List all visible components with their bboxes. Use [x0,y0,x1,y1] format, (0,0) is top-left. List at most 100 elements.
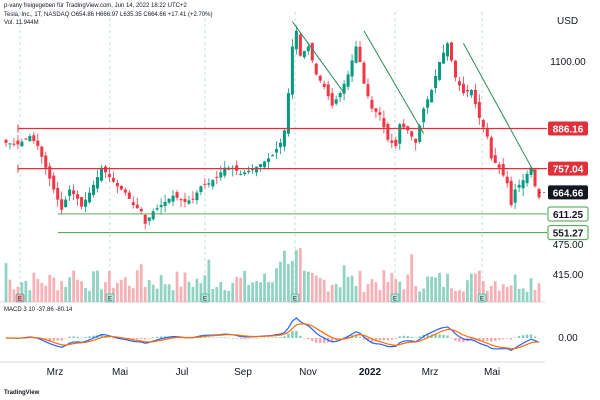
volume-bar [263,273,266,302]
candle-body [302,51,306,58]
volume-bar [362,291,366,302]
volume-bar [171,290,175,302]
candle-body [8,143,12,145]
volume-bar [378,290,382,302]
macd-histogram-bar [462,338,465,343]
volume-bar [12,289,16,302]
macd-histogram-bar [147,338,151,339]
candle-body [521,180,525,189]
candle-body [322,83,326,87]
candle-body [20,141,24,147]
volume-bar [382,270,386,302]
volume-bar [32,272,36,302]
candle-body [211,180,215,187]
volume-bar [489,285,493,302]
volume-bar [390,272,394,302]
macd-histogram-bar [533,336,537,338]
chart-header-line1: p-vany freigegeben für TradingView.com, … [4,3,187,9]
candle-body [219,172,223,178]
macd-histogram-bar [498,338,501,340]
candlestick-series [4,25,541,230]
candle-body [434,75,438,89]
volume-bar [143,286,147,302]
resistance-886-label: 886.16 [553,124,584,135]
volume-bar [358,270,362,302]
candle-body [40,146,44,157]
candle-body [115,182,119,187]
volume-bar [108,270,111,302]
volume-bar [342,265,346,302]
candle-body [386,123,390,140]
price-tick-label: 1100.00 [550,57,586,68]
macd-line [5,317,540,351]
volume-bar [533,290,537,302]
macd-histogram-bar [255,338,258,339]
macd-signal-line [5,323,540,350]
candle-body [68,189,72,196]
volume-bar [473,273,477,302]
trendlines [291,21,536,175]
macd-histogram-bar [215,337,219,338]
volume-bar [521,288,525,302]
candle-body [370,99,374,109]
volume-bar [159,274,163,302]
candle-body [263,161,267,168]
volume-bar [422,288,426,302]
macd-histogram-bar [410,337,413,338]
macd-histogram-bar [529,334,533,338]
support-611-badge [547,206,589,222]
candle-body [318,75,322,81]
volume-bar [398,281,402,302]
volume-bar [497,290,501,302]
volume-bar [151,284,155,302]
volume-bar [477,270,481,302]
macd-histogram-bar [76,336,79,338]
macd-histogram-bar [80,337,83,339]
price-tick-label: 475.00 [553,240,584,251]
candle-body [203,183,207,185]
candle-body [107,173,111,178]
macd-histogram-bar [438,334,441,338]
candle-body [135,204,139,209]
trendline-2 [363,30,425,134]
volume-bar [330,284,334,302]
support-551-badge [547,225,589,241]
candle-body [80,197,84,207]
volume-bar [346,276,350,302]
macd-histogram-bar [446,335,449,338]
macd-histogram-bar [323,338,326,343]
candle-body [537,189,541,198]
volume-bar [187,281,191,302]
macd-histogram-bar [239,338,242,340]
volume-bar [20,282,24,302]
candle-body [147,217,151,221]
candle-body [449,42,454,61]
candle-body [28,136,32,142]
volume-bar [525,291,529,302]
volume-bar [139,264,143,302]
candle-body [99,167,103,181]
macd-histogram-bar [136,338,139,340]
volume-bar [438,272,441,302]
candle-body [243,172,247,175]
candle-body [64,199,68,208]
volume-bar [294,250,298,302]
macd-histogram-bar [231,338,234,339]
macd-histogram-bar [307,338,310,340]
macd-histogram-bar [211,337,215,338]
macd-histogram-bar [386,338,390,341]
candle-body [418,125,422,142]
candle-body [354,46,358,63]
candle-body [485,128,489,137]
candle-body [509,180,513,206]
candle-body [131,202,135,206]
volume-bar [175,271,179,302]
volume-bar [366,284,370,302]
last-price-label: 664.66 [553,188,584,199]
volume-bars [4,248,541,302]
macd-histogram-bar [330,338,334,343]
volume-bar [239,277,243,302]
macd-histogram-bar [370,338,374,342]
earnings-marker [105,293,115,303]
macd-histogram-bar [140,338,143,340]
